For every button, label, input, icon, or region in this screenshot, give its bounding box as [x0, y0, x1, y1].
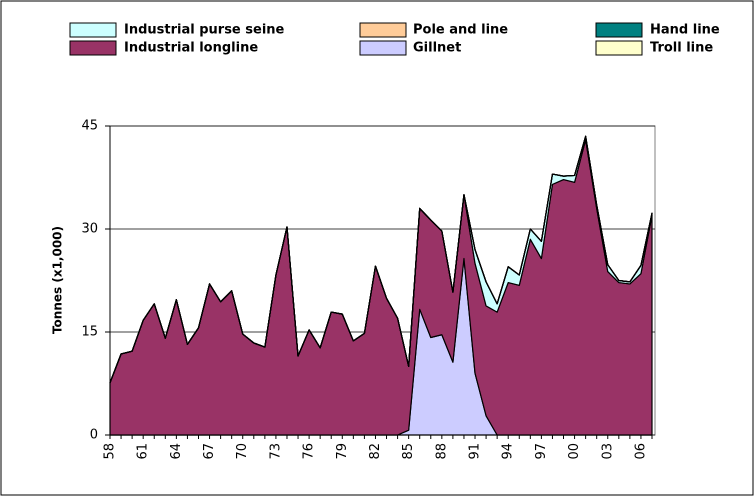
y-tick-label: 30 — [81, 222, 98, 237]
legend-swatch — [595, 40, 643, 56]
y-tick-label: 15 — [81, 325, 98, 340]
legend-swatch — [359, 22, 407, 38]
legend-swatch — [595, 22, 643, 38]
x-tick-label: 85 — [401, 443, 416, 460]
x-tick-label: 64 — [169, 443, 184, 460]
legend-swatch — [359, 40, 407, 56]
x-tick-label: 88 — [434, 443, 449, 460]
x-tick-label: 94 — [501, 443, 516, 460]
y-axis-label: Tonnes (x1,000) — [51, 226, 65, 334]
x-tick-label: 70 — [235, 443, 250, 460]
x-tick-label: 58 — [103, 443, 118, 460]
legend-swatch — [69, 40, 117, 56]
legend-label: Hand line — [650, 23, 720, 38]
area — [109, 135, 653, 384]
x-tick-label: 82 — [368, 443, 383, 460]
x-tick-label: 97 — [534, 443, 549, 460]
legend-label: Industrial longline — [124, 41, 258, 56]
x-tick-label: 73 — [268, 443, 283, 460]
legend-label: Gillnet — [413, 41, 461, 56]
legend-swatch — [69, 22, 117, 38]
x-tick-label: 79 — [335, 443, 350, 460]
legend-label: Pole and line — [413, 23, 508, 38]
x-tick-label: 61 — [136, 443, 151, 460]
x-tick-label: 03 — [600, 443, 615, 460]
x-tick-label: 06 — [633, 443, 648, 460]
legend-label: Industrial purse seine — [124, 23, 285, 38]
x-tick-label: 67 — [202, 443, 217, 460]
x-tick-label: 00 — [567, 443, 582, 460]
x-tick-label: 91 — [468, 443, 483, 460]
y-tick-label: 0 — [90, 428, 98, 443]
y-tick-label: 45 — [81, 119, 98, 134]
legend-label: Troll line — [650, 41, 713, 56]
x-tick-label: 76 — [302, 443, 317, 460]
